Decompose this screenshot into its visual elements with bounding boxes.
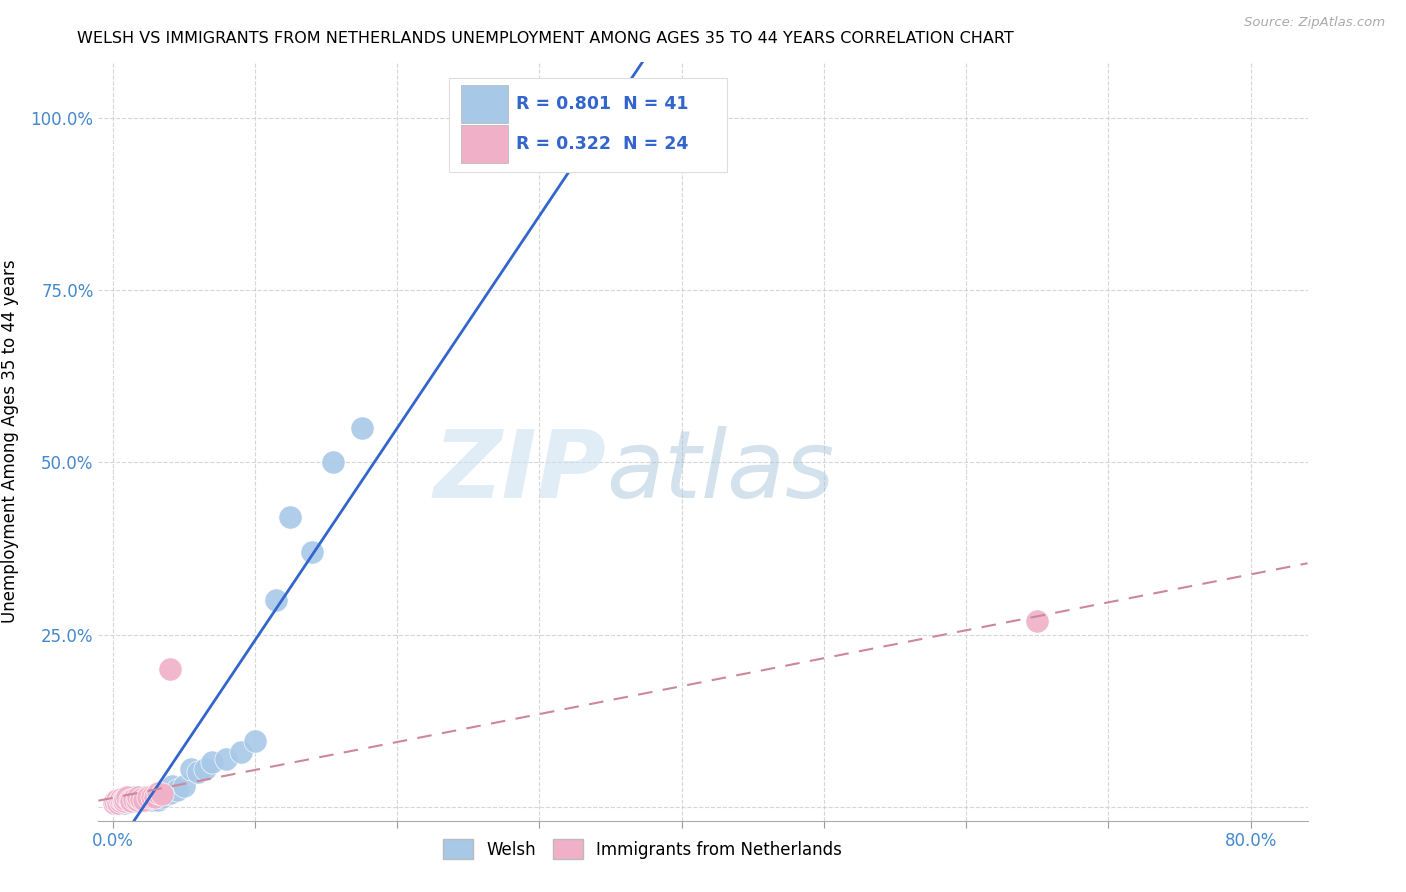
Point	[143, 789, 166, 804]
Text: R = 0.322  N = 24: R = 0.322 N = 24	[516, 135, 688, 153]
Point	[108, 794, 131, 808]
Point	[129, 791, 152, 805]
Point	[127, 789, 149, 804]
Legend: Welsh, Immigrants from Netherlands: Welsh, Immigrants from Netherlands	[436, 833, 849, 865]
Point	[104, 794, 127, 808]
Point	[105, 793, 128, 807]
FancyBboxPatch shape	[461, 85, 509, 123]
Point	[229, 745, 252, 759]
Point	[149, 786, 172, 800]
Point	[112, 794, 135, 808]
Point	[322, 455, 344, 469]
Point	[194, 762, 217, 776]
Point	[107, 797, 129, 811]
Point	[122, 793, 145, 807]
Point	[118, 794, 141, 808]
Point	[280, 510, 302, 524]
Y-axis label: Unemployment Among Ages 35 to 44 years: Unemployment Among Ages 35 to 44 years	[1, 260, 20, 624]
Point	[156, 786, 179, 800]
Point	[264, 593, 287, 607]
Point	[201, 755, 224, 769]
Point	[146, 793, 169, 807]
Point	[120, 794, 142, 808]
Point	[350, 421, 373, 435]
Point	[141, 793, 163, 807]
Point	[243, 734, 266, 748]
Point	[114, 794, 136, 808]
Point	[111, 791, 134, 805]
Point	[152, 789, 174, 804]
Point	[127, 791, 149, 805]
FancyBboxPatch shape	[461, 125, 509, 162]
Text: ZIP: ZIP	[433, 425, 606, 518]
Point	[108, 793, 131, 807]
Point	[143, 789, 166, 804]
Point	[187, 765, 209, 780]
Point	[1026, 614, 1049, 628]
Point	[114, 791, 136, 805]
Point	[166, 782, 188, 797]
Text: R = 0.801  N = 41: R = 0.801 N = 41	[516, 95, 688, 113]
Point	[115, 789, 138, 804]
Point	[112, 797, 135, 811]
Point	[136, 791, 159, 805]
Point	[152, 788, 174, 802]
Point	[110, 791, 132, 805]
Point	[173, 779, 195, 793]
Point	[129, 793, 152, 807]
Point	[104, 797, 127, 811]
Point	[111, 793, 134, 807]
Point	[215, 751, 238, 765]
FancyBboxPatch shape	[449, 78, 727, 172]
Point	[105, 794, 128, 808]
Point	[136, 789, 159, 804]
Point	[125, 793, 148, 807]
Text: atlas: atlas	[606, 426, 835, 517]
Point	[134, 793, 156, 807]
Point	[103, 797, 125, 811]
Point	[159, 786, 181, 800]
Point	[132, 793, 155, 807]
Point	[118, 793, 141, 807]
Point	[159, 662, 181, 676]
Point	[122, 791, 145, 805]
Point	[146, 786, 169, 800]
Text: Source: ZipAtlas.com: Source: ZipAtlas.com	[1244, 16, 1385, 29]
Point	[139, 789, 162, 804]
Point	[301, 545, 323, 559]
Text: WELSH VS IMMIGRANTS FROM NETHERLANDS UNEMPLOYMENT AMONG AGES 35 TO 44 YEARS CORR: WELSH VS IMMIGRANTS FROM NETHERLANDS UNE…	[77, 31, 1014, 46]
Point	[571, 111, 593, 125]
Point	[132, 789, 155, 804]
Point	[120, 789, 142, 804]
Point	[162, 779, 184, 793]
Point	[124, 794, 146, 808]
Point	[141, 789, 163, 804]
Point	[180, 762, 202, 776]
Point	[115, 791, 138, 805]
Point	[122, 789, 145, 804]
